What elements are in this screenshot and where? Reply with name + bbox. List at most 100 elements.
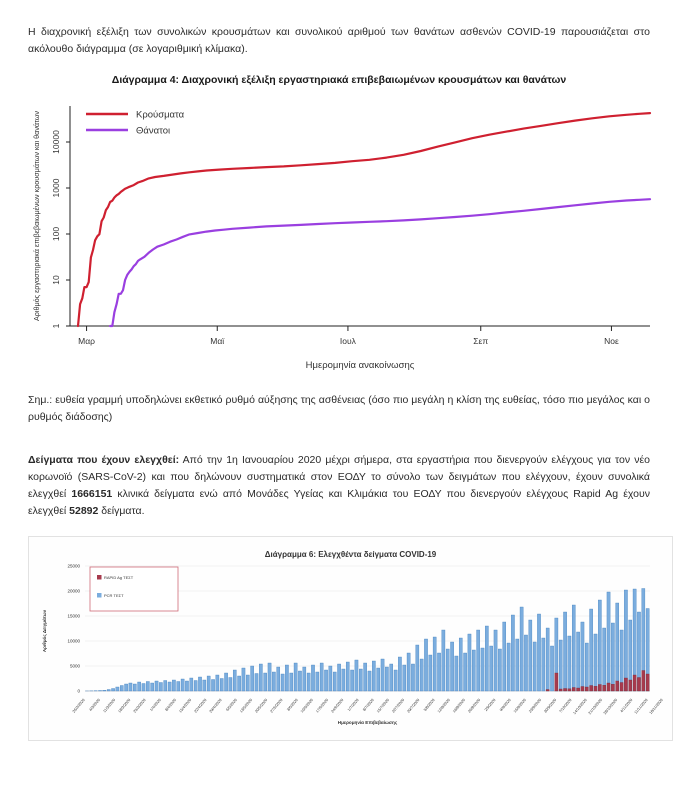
x-tick-label: 24/6/2020 [330, 698, 344, 714]
pcr-bar [267, 662, 272, 692]
pcr-bar [467, 633, 472, 692]
x-tick-label: 22/7/2020 [391, 698, 405, 714]
deaths-line [108, 198, 652, 328]
pcr-bar [589, 608, 593, 692]
pcr-bar [128, 682, 133, 692]
legend-label: Θάνατοι [136, 126, 170, 137]
pcr-bar [137, 681, 141, 692]
pcr-bar [259, 663, 263, 692]
samples-text-3: δείγματα. [98, 505, 145, 517]
pcr-bar [219, 678, 224, 692]
pcr-bar [602, 627, 606, 692]
y-tick-label: 25000 [67, 564, 80, 569]
pcr-bar [489, 645, 493, 692]
pcr-bar [415, 644, 420, 692]
pcr-bar [146, 681, 150, 692]
pcr-bar [363, 662, 367, 692]
pcr-bar [463, 652, 467, 692]
rapid-bar [641, 670, 646, 692]
pcr-bar [576, 631, 580, 692]
y-tick-label: 1 [51, 323, 61, 328]
pcr-bar [389, 663, 394, 692]
pcr-bar [385, 666, 389, 692]
pcr-bar [133, 683, 137, 692]
pcr-bar [237, 675, 241, 692]
y-axis-title: Αριθμός Δειγμάτων [42, 609, 48, 652]
pcr-bar [450, 641, 454, 692]
pcr-bar [180, 678, 185, 692]
pcr-bar [558, 639, 563, 692]
y-tick-label: 20000 [67, 589, 80, 594]
pcr-bar [506, 642, 511, 692]
pcr-bar [324, 669, 328, 692]
pcr-bar [285, 664, 289, 692]
pcr-bar [232, 669, 237, 692]
pcr-bar [445, 648, 450, 692]
pcr-bar [380, 658, 385, 692]
pcr-bar [611, 622, 615, 692]
pcr-bar [311, 664, 315, 692]
pcr-bar [550, 645, 554, 692]
x-tick-label: 11/11/2020 [634, 698, 649, 715]
pcr-bar [185, 680, 189, 692]
pcr-bar [571, 604, 576, 692]
pcr-bar [350, 669, 354, 692]
rapid-bar [637, 677, 641, 692]
samples-text-1: Από την 1η Ιανουαρίου 2020 μέχρι σήμερα,… [28, 454, 650, 500]
pcr-bar [154, 680, 159, 692]
pcr-bar [246, 674, 250, 692]
pcr-bar [319, 662, 324, 692]
pcr-bar [280, 673, 285, 692]
rapid-bar [624, 677, 628, 692]
pcr-bar [432, 636, 437, 692]
pcr-bar [393, 669, 398, 692]
x-tick-label: 19/8/2020 [452, 698, 466, 714]
rapid-bar [628, 679, 633, 692]
y-tick-label: 15000 [67, 614, 80, 619]
pcr-bar [454, 655, 459, 692]
pcr-bar [102, 690, 107, 692]
x-tick-label: 2/9/2020 [484, 698, 497, 712]
pcr-bar [167, 681, 172, 692]
y-tick-label: 10 [51, 275, 61, 285]
x-axis-title: Ημερομηνία ανακοίνωσης [306, 360, 415, 371]
x-tick-label: Σεπ [473, 336, 488, 346]
pcr-bar [354, 659, 359, 692]
rapid-bar [619, 682, 624, 692]
pcr-bar [198, 676, 202, 692]
y-tick-label: 5000 [70, 664, 81, 669]
y-tick-label: 100 [51, 227, 61, 241]
y-tick-label: 10000 [67, 639, 80, 644]
pcr-bar [337, 663, 341, 692]
pcr-bar [541, 637, 546, 692]
rapid-bar [545, 689, 550, 692]
pcr-bar [615, 602, 620, 692]
x-tick-label: 7/10/2020 [559, 698, 573, 714]
pcr-bar [402, 664, 407, 692]
x-tick-label: 22/4/2020 [194, 698, 208, 714]
pcr-bar [563, 611, 567, 692]
pcr-bar [111, 688, 115, 692]
chart4-line-chart: 1 10 100 1000 10000 Μαρ Μαϊ Ιουλ Σεπ Νοε Ημερομηνί… [32, 106, 652, 371]
pcr-bar [580, 621, 585, 692]
legend-label: PCR ΤΕΣΤ [104, 593, 124, 598]
rapid-bar [576, 687, 580, 692]
x-tick-label: 29/7/2020 [406, 698, 420, 714]
pcr-bar [115, 686, 120, 692]
pcr-bar [228, 677, 233, 692]
pcr-bar [215, 674, 220, 692]
pcr-bar [263, 672, 267, 692]
pcr-bar [376, 667, 380, 692]
rapid-bar [558, 688, 563, 692]
x-tick-label: Νοε [604, 336, 619, 346]
pcr-bar [532, 641, 537, 692]
x-tick-label: Μαρ [78, 336, 95, 346]
pcr-bar [315, 671, 320, 692]
x-tick-label: 26/8/2020 [467, 698, 481, 714]
document-page: Η διαχρονική εξέλιξη των συνολικών κρουσ… [28, 26, 673, 741]
samples-text-2: κλινικά δείγματα ενώ από Μονάδες Υγείας … [28, 488, 650, 517]
x-tick-label: 16/9/2020 [513, 698, 527, 714]
samples-total-pcr: 1666151 [71, 488, 113, 500]
x-tick-label: 23/9/2020 [528, 698, 542, 714]
pcr-bar [289, 672, 294, 692]
